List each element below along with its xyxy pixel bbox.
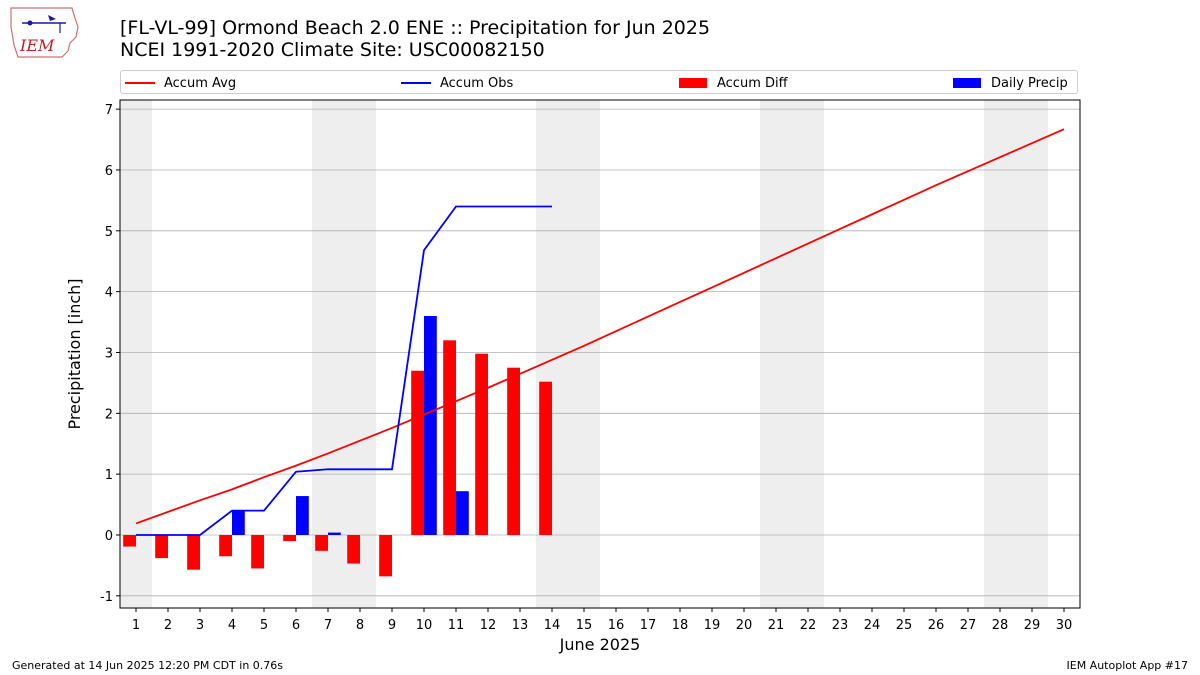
accum-avg-line xyxy=(135,128,1065,525)
x-tick-label: 1 xyxy=(132,618,140,633)
x-tick-label: 14 xyxy=(544,618,561,633)
x-tick-label: 30 xyxy=(1056,618,1073,633)
x-tick-label: 8 xyxy=(356,618,364,633)
accum-diff-bar xyxy=(219,534,232,557)
y-tick-label: 4 xyxy=(105,286,113,301)
app-credit: IEM Autoplot App #17 xyxy=(1066,659,1189,672)
x-axis-label: June 2025 xyxy=(559,635,641,654)
legend-label-accum-diff: Accum Diff xyxy=(717,75,788,91)
accum-diff-bar xyxy=(347,534,360,564)
weekend-shade xyxy=(312,100,376,608)
weekend-shade xyxy=(536,100,600,608)
accum-diff-bar xyxy=(539,381,552,535)
x-tick-label: 5 xyxy=(260,618,268,633)
daily-precip-bar xyxy=(296,496,309,535)
state-outline-shape xyxy=(10,7,79,58)
legend-item-accum-obs: Accum Obs xyxy=(401,71,513,95)
chart-subtitle: NCEI 1991-2020 Climate Site: USC00082150 xyxy=(120,39,545,61)
x-tick-label: 27 xyxy=(960,618,977,633)
x-tick-label: 4 xyxy=(228,618,236,633)
legend-label-accum-obs: Accum Obs xyxy=(440,75,514,91)
legend-swatch-accum-diff xyxy=(679,78,707,88)
daily-precip-bar xyxy=(328,532,341,535)
accum-diff-bar xyxy=(411,370,424,535)
y-tick-label: 1 xyxy=(105,468,113,483)
x-tick-label: 16 xyxy=(608,618,625,633)
weekend-shade xyxy=(984,100,1048,608)
accum-diff-bar xyxy=(251,534,264,569)
legend-swatch-accum-avg xyxy=(125,82,155,84)
x-tick-label: 6 xyxy=(292,618,300,633)
x-tick-label: 28 xyxy=(992,618,1009,633)
legend-item-accum-diff: Accum Diff xyxy=(679,71,788,95)
chart-legend: Accum Avg Accum Obs Accum Diff Daily Pre… xyxy=(120,70,1078,94)
x-tick-label: 12 xyxy=(480,618,497,633)
x-tick-label: 2 xyxy=(164,618,172,633)
weekend-shade xyxy=(760,100,824,608)
chart-title: [FL-VL-99] Ormond Beach 2.0 ENE :: Preci… xyxy=(120,17,711,39)
x-tick-label: 21 xyxy=(768,618,785,633)
y-tick-label: 0 xyxy=(105,529,113,544)
x-tick-label: 15 xyxy=(576,618,593,633)
legend-swatch-accum-obs xyxy=(401,82,431,84)
legend-swatch-daily-precip xyxy=(953,78,981,88)
accum-diff-bar xyxy=(443,340,456,535)
legend-item-accum-avg: Accum Avg xyxy=(125,71,236,95)
x-tick-label: 7 xyxy=(324,618,332,633)
accum-diff-bar xyxy=(155,534,168,559)
x-tick-label: 3 xyxy=(196,618,204,633)
x-tick-label: 9 xyxy=(388,618,396,633)
y-tick-label: 2 xyxy=(105,407,113,422)
x-tick-label: 11 xyxy=(448,618,465,633)
accum-diff-bar xyxy=(507,367,520,535)
x-tick-label: 26 xyxy=(928,618,945,633)
y-axis-label: Precipitation [inch] xyxy=(65,278,84,429)
x-tick-label: 29 xyxy=(1024,618,1041,633)
y-tick-label: -1 xyxy=(100,590,113,605)
x-tick-label: 18 xyxy=(672,618,689,633)
x-tick-label: 19 xyxy=(704,618,721,633)
x-tick-label: 22 xyxy=(800,618,817,633)
x-tick-label: 25 xyxy=(896,618,913,633)
accum-diff-bar xyxy=(315,534,328,551)
x-tick-label: 20 xyxy=(736,618,753,633)
accum-diff-bar xyxy=(187,534,200,570)
generated-timestamp: Generated at 14 Jun 2025 12:20 PM CDT in… xyxy=(12,659,284,672)
x-tick-label: 13 xyxy=(512,618,529,633)
x-tick-label: 24 xyxy=(864,618,881,633)
accum-diff-bar xyxy=(475,353,488,535)
accum-diff-bar xyxy=(123,534,136,547)
daily-precip-bar xyxy=(456,491,469,535)
weekend-shade xyxy=(120,100,152,608)
iem-logo: IEM xyxy=(10,7,79,58)
y-tick-label: 6 xyxy=(105,164,113,179)
x-tick-label: 10 xyxy=(416,618,433,633)
y-tick-label: 3 xyxy=(105,346,113,361)
accum-diff-bar xyxy=(283,534,296,542)
accum-diff-bar xyxy=(379,534,392,577)
accum-obs-line xyxy=(136,205,552,536)
plot-frame xyxy=(119,99,1081,609)
svg-text:IEM: IEM xyxy=(19,36,55,55)
daily-precip-bar xyxy=(424,315,437,535)
y-tick-label: 5 xyxy=(105,225,113,240)
legend-item-daily-precip: Daily Precip xyxy=(953,71,1068,95)
x-tick-label: 17 xyxy=(640,618,657,633)
legend-label-accum-avg: Accum Avg xyxy=(164,75,237,91)
y-tick-label: 7 xyxy=(105,103,113,118)
daily-precip-bar xyxy=(232,510,245,535)
legend-label-daily-precip: Daily Precip xyxy=(991,75,1068,91)
x-tick-label: 23 xyxy=(832,618,849,633)
